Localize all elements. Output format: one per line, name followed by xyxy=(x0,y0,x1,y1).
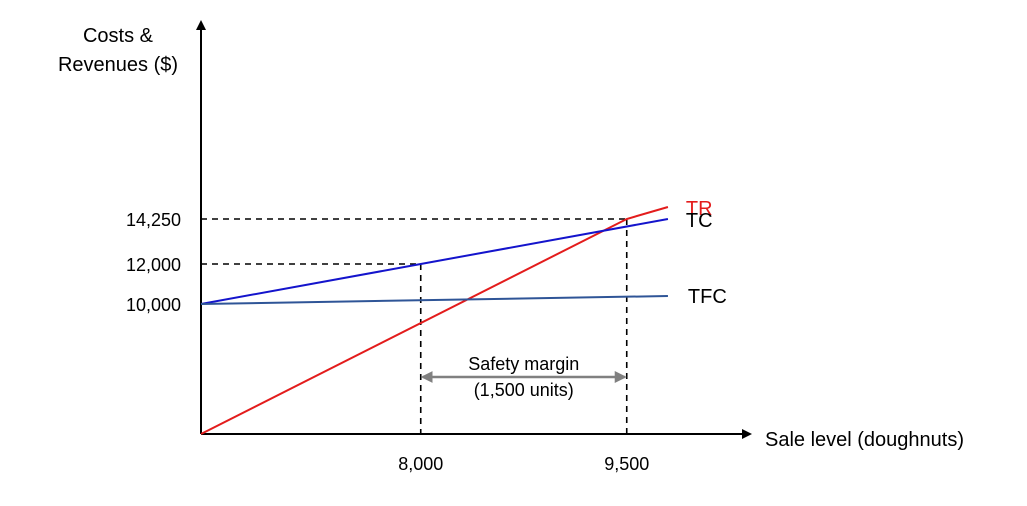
y-axis-title-line2: Revenues ($) xyxy=(58,54,178,76)
series-tc-line xyxy=(200,218,669,305)
series-tr-label: TR xyxy=(686,198,713,220)
safety-margin-units-label: (1,500 units) xyxy=(474,380,574,400)
series-tfc-label: TFC xyxy=(688,286,727,308)
safety-margin-label: Safety margin xyxy=(468,354,579,374)
series-tc-label: TC xyxy=(686,210,713,232)
series-tr-line xyxy=(200,206,669,435)
y-tick-label: 10,000 xyxy=(126,295,181,315)
series-tfc-line xyxy=(200,295,668,305)
x-axis-title: Sale level (doughnuts) xyxy=(765,429,964,451)
y-axis-title-line1: Costs & xyxy=(83,25,154,47)
y-tick-label: 14,250 xyxy=(126,210,181,230)
y-tick-label: 12,000 xyxy=(126,255,181,275)
x-tick-label: 8,000 xyxy=(398,454,443,474)
x-tick-label: 9,500 xyxy=(604,454,649,474)
